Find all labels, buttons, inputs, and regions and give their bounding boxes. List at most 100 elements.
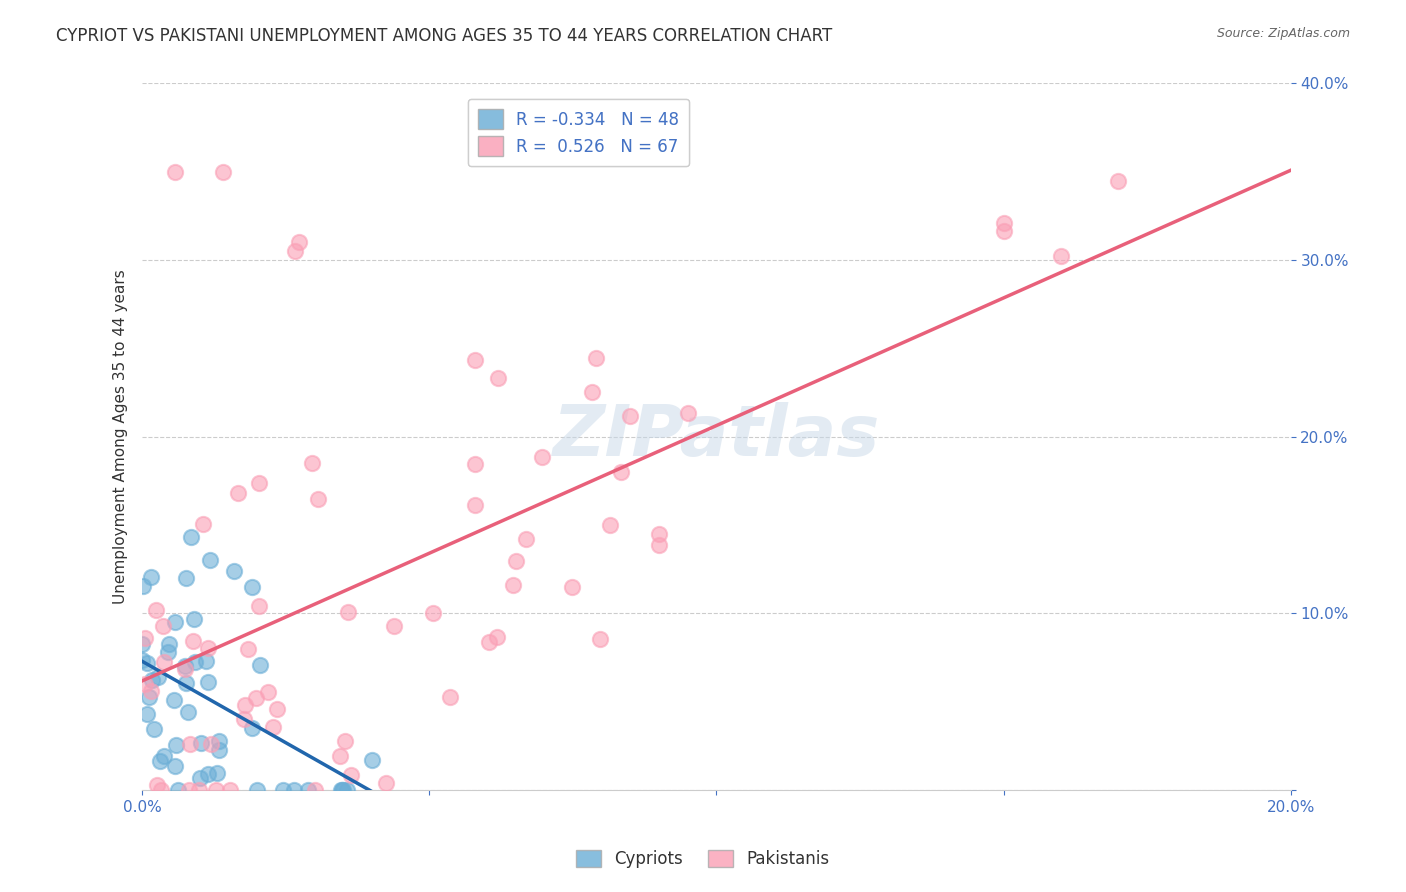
Point [194, 654, 217, 668]
Point [240, 580, 263, 594]
Point [464, 457, 486, 471]
Point [167, 782, 190, 797]
Point [157, 645, 180, 659]
Text: CYPRIOT VS PAKISTANI UNEMPLOYMENT AMONG AGES 35 TO 44 YEARS CORRELATION CHART: CYPRIOT VS PAKISTANI UNEMPLOYMENT AMONG … [56, 27, 832, 45]
Point [134, 677, 156, 691]
Point [505, 554, 527, 568]
Point [619, 409, 641, 423]
Point [177, 782, 200, 797]
Point [131, 653, 153, 667]
Point [236, 642, 259, 657]
Legend: Cypriots, Pakistanis: Cypriots, Pakistanis [569, 843, 837, 875]
Point [134, 631, 156, 645]
Point [132, 579, 155, 593]
Point [589, 632, 612, 646]
Point [139, 570, 162, 584]
Point [212, 165, 235, 179]
Point [301, 456, 323, 470]
Point [329, 749, 352, 764]
Point [288, 235, 311, 250]
Point [329, 782, 352, 797]
Point [157, 637, 180, 651]
Point [188, 771, 211, 785]
Point [247, 599, 270, 614]
Point [218, 782, 240, 797]
Point [245, 690, 267, 705]
Point [131, 637, 153, 651]
Point [222, 564, 245, 578]
Point [135, 656, 157, 670]
Point [152, 748, 174, 763]
Point [200, 737, 222, 751]
Point [183, 612, 205, 626]
Point [249, 658, 271, 673]
Point [143, 722, 166, 736]
Point [146, 778, 169, 792]
Point [361, 754, 384, 768]
Point [257, 685, 280, 699]
Point [284, 244, 307, 259]
Point [208, 743, 231, 757]
Point [502, 578, 524, 592]
Point [439, 690, 461, 705]
Point [993, 223, 1015, 237]
Point [176, 570, 198, 584]
Point [145, 603, 167, 617]
Point [246, 782, 269, 797]
Point [139, 683, 162, 698]
Point [153, 655, 176, 669]
Point [266, 701, 288, 715]
Point [174, 662, 197, 676]
Point [337, 605, 360, 619]
Y-axis label: Unemployment Among Ages 35 to 44 years: Unemployment Among Ages 35 to 44 years [114, 269, 128, 604]
Point [297, 782, 319, 797]
Point [135, 707, 157, 722]
Point [610, 465, 633, 479]
Point [339, 768, 361, 782]
Point [233, 698, 256, 712]
Text: Source: ZipAtlas.com: Source: ZipAtlas.com [1216, 27, 1350, 40]
Legend: R = -0.334   N = 48, R =  0.526   N = 67: R = -0.334 N = 48, R = 0.526 N = 67 [468, 99, 689, 166]
Point [177, 705, 200, 719]
Point [208, 733, 231, 747]
Point [146, 670, 169, 684]
Point [165, 615, 187, 630]
Point [197, 640, 219, 655]
Point [190, 736, 212, 750]
Point [207, 765, 229, 780]
Point [271, 782, 294, 797]
Point [478, 635, 501, 649]
Point [676, 406, 699, 420]
Point [184, 655, 207, 669]
Point [247, 475, 270, 490]
Point [138, 690, 160, 705]
Point [993, 216, 1015, 230]
Point [150, 782, 173, 797]
Point [165, 165, 187, 179]
Point [382, 619, 405, 633]
Point [197, 675, 219, 690]
Point [1050, 249, 1073, 263]
Point [515, 533, 537, 547]
Point [198, 553, 221, 567]
Point [232, 712, 254, 726]
Point [163, 693, 186, 707]
Point [486, 371, 509, 385]
Point [375, 776, 398, 790]
Point [240, 722, 263, 736]
Point [262, 720, 284, 734]
Point [226, 486, 249, 500]
Point [581, 384, 603, 399]
Point [530, 450, 553, 464]
Point [599, 518, 621, 533]
Point [188, 782, 211, 797]
Point [464, 353, 486, 368]
Point [307, 491, 329, 506]
Point [141, 673, 163, 687]
Point [197, 767, 219, 781]
Point [179, 737, 201, 751]
Point [336, 782, 359, 797]
Point [648, 538, 671, 552]
Point [464, 499, 486, 513]
Point [585, 351, 607, 365]
